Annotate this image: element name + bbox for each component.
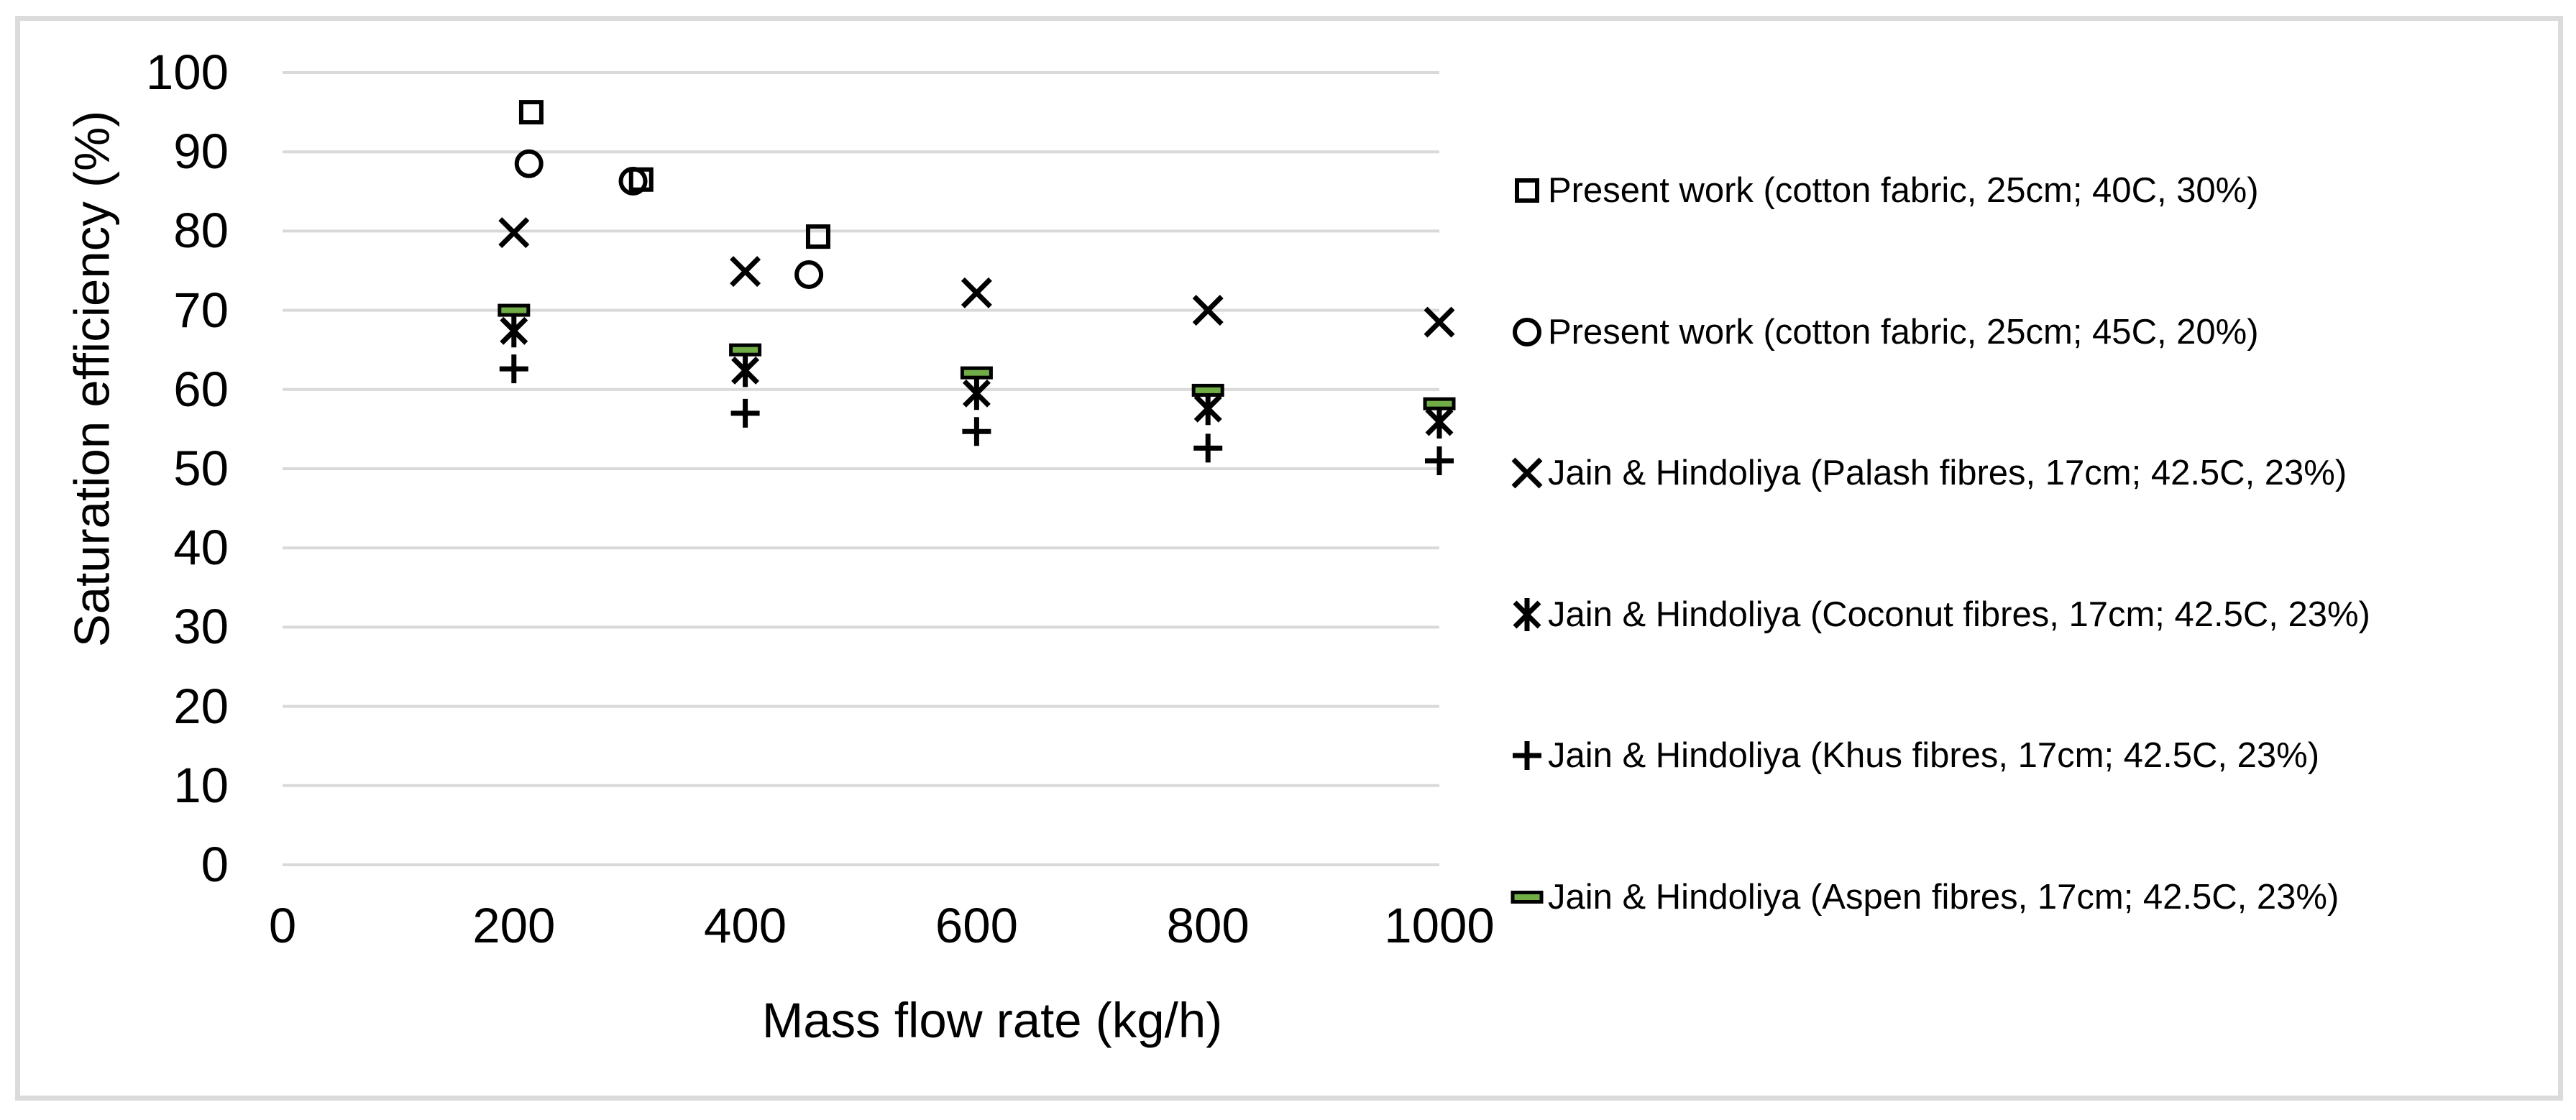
legend-marker-star xyxy=(1513,597,1541,631)
data-marker-s6 xyxy=(960,366,993,380)
x-tick-label-400: 400 xyxy=(704,898,787,953)
data-marker-s1 xyxy=(805,224,830,249)
data-marker-s2 xyxy=(794,260,824,290)
data-marker-s4 xyxy=(962,377,991,410)
x-axis-title: Mass flow rate (kg/h) xyxy=(761,993,1223,1048)
y-tick-label-40: 40 xyxy=(173,520,229,576)
y-tick-label-70: 70 xyxy=(173,282,229,338)
data-marker-s1 xyxy=(518,100,544,125)
square-marker-icon xyxy=(1515,178,1539,203)
x-tick-label-1000: 1000 xyxy=(1384,898,1495,953)
y-tick-label-60: 60 xyxy=(173,361,229,417)
x-tick-label-0: 0 xyxy=(268,898,297,953)
legend-marker-plus xyxy=(1513,741,1541,771)
y-tick-label-10: 10 xyxy=(173,757,229,813)
dash-marker-icon xyxy=(1511,891,1544,904)
legend-item-3: Jain & Hindoliya (Palash fibres, 17cm; 4… xyxy=(1509,450,2347,496)
data-marker-s4 xyxy=(500,314,528,348)
x-marker-icon xyxy=(1511,457,1543,489)
data-marker-s3 xyxy=(730,256,761,288)
figure-border xyxy=(15,16,2563,1101)
legend-marker-x xyxy=(1511,457,1543,489)
data-marker-s3 xyxy=(961,277,992,308)
y-tick-label-100: 100 xyxy=(145,45,229,100)
y-axis-title: Saturation efficiency (%) xyxy=(64,110,120,648)
legend-label: Jain & Hindoliya (Aspen fibres, 17cm; 42… xyxy=(1548,878,2339,917)
legend-item-1: Present work (cotton fabric, 25cm; 40C, … xyxy=(1509,167,2259,214)
legend-item-6: Jain & Hindoliya (Aspen fibres, 17cm; 42… xyxy=(1509,874,2339,920)
data-marker-s5 xyxy=(1193,433,1223,463)
data-marker-s3 xyxy=(1192,295,1224,326)
y-tick-label-20: 20 xyxy=(173,678,229,734)
data-marker-s4 xyxy=(731,354,760,387)
data-marker-s4 xyxy=(1193,392,1222,426)
legend-marker-circle xyxy=(1513,317,1541,346)
data-marker-s2 xyxy=(514,149,544,178)
data-marker-s2 xyxy=(618,166,648,196)
circle-marker-icon xyxy=(1513,317,1541,346)
legend-item-5: Jain & Hindoliya (Khus fibres, 17cm; 42.… xyxy=(1509,733,2319,779)
x-tick-label-200: 200 xyxy=(472,898,556,953)
legend-label: Present work (cotton fabric, 25cm; 45C, … xyxy=(1548,312,2259,352)
y-tick-label-50: 50 xyxy=(173,441,229,496)
y-tick-label-30: 30 xyxy=(173,599,229,655)
legend-item-4: Jain & Hindoliya (Coconut fibres, 17cm; … xyxy=(1509,592,2370,638)
y-tick-label-90: 90 xyxy=(173,124,229,180)
x-tick-label-600: 600 xyxy=(935,898,1018,953)
data-marker-s6 xyxy=(729,343,762,357)
star-marker-icon xyxy=(1513,597,1541,631)
data-marker-s5 xyxy=(962,417,991,446)
data-marker-s3 xyxy=(1424,306,1455,338)
legend-marker-square xyxy=(1515,178,1539,203)
y-tick-label-80: 80 xyxy=(173,203,229,259)
data-marker-s6 xyxy=(1423,397,1456,410)
data-marker-s6 xyxy=(1191,383,1224,397)
y-tick-label-0: 0 xyxy=(201,837,229,892)
legend-label: Jain & Hindoliya (Palash fibres, 17cm; 4… xyxy=(1548,454,2347,493)
plus-marker-icon xyxy=(1513,741,1541,771)
data-marker-s3 xyxy=(498,217,530,249)
legend-label: Present work (cotton fabric, 25cm; 40C, … xyxy=(1548,171,2259,210)
legend-label: Jain & Hindoliya (Coconut fibres, 17cm; … xyxy=(1548,595,2370,634)
legend-label: Jain & Hindoliya (Khus fibres, 17cm; 42.… xyxy=(1548,736,2320,776)
data-marker-s5 xyxy=(1425,446,1454,475)
legend-marker-dash xyxy=(1511,891,1544,904)
data-marker-s5 xyxy=(499,354,528,384)
data-marker-s6 xyxy=(498,303,531,317)
x-tick-label-800: 800 xyxy=(1166,898,1250,953)
data-marker-s4 xyxy=(1425,405,1454,439)
data-marker-s5 xyxy=(730,398,760,428)
legend-item-2: Present work (cotton fabric, 25cm; 45C, … xyxy=(1509,309,2259,355)
